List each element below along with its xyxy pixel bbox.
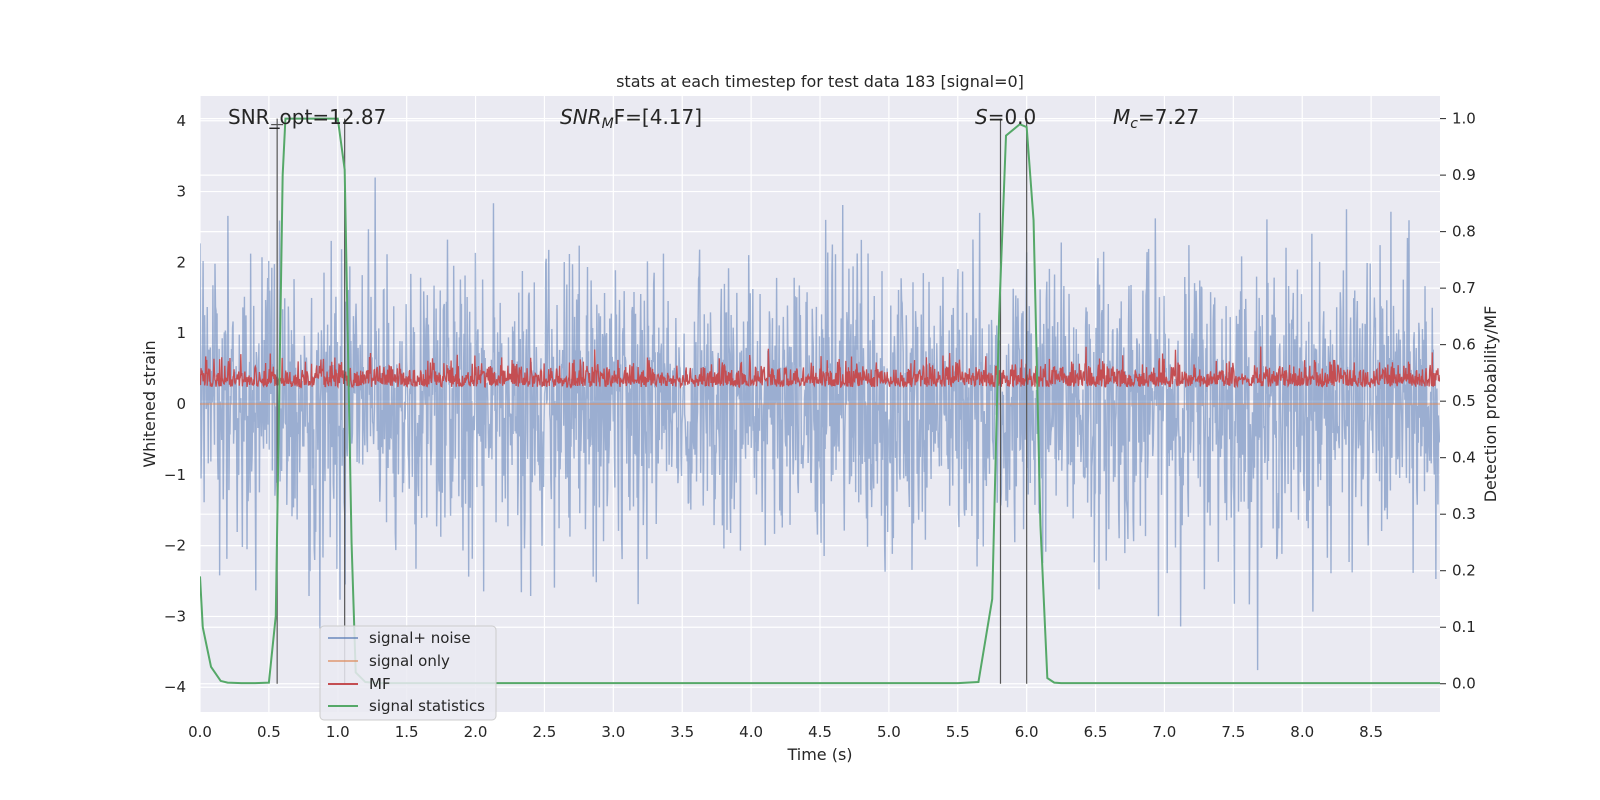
y-tick-label-left: 0	[176, 395, 186, 413]
y-tick-label-left: −4	[164, 678, 186, 696]
y-tick-label-right: 0.5	[1452, 392, 1476, 410]
y-tick-label-left: 4	[176, 112, 186, 130]
x-tick-label: 5.0	[877, 723, 901, 741]
y-tick-label-right: 0.2	[1452, 562, 1476, 580]
x-axis-label: Time (s)	[786, 745, 852, 764]
legend-label-signal-only: signal only	[369, 652, 450, 670]
x-tick-label: 1.0	[326, 723, 350, 741]
x-tick-label: 4.0	[739, 723, 763, 741]
y-tick-label-left: −1	[164, 466, 186, 484]
x-tick-label: 2.5	[533, 723, 557, 741]
annotation-mc: Mc=7.27	[1113, 105, 1199, 132]
y-axis-label-left: Whitened strain	[140, 340, 159, 467]
y-tick-labels-left: −4 −3 −2 −1 0 1 2 3 4	[164, 112, 186, 696]
y-tick-label-left: 3	[176, 183, 186, 201]
y-tick-label-right: 0.4	[1452, 449, 1476, 467]
series-mf	[200, 346, 1440, 389]
y-tick-label-right: 0.7	[1452, 279, 1476, 297]
x-tick-label: 6.0	[1015, 723, 1039, 741]
legend-box	[319, 625, 497, 721]
x-tick-label: 5.5	[946, 723, 970, 741]
x-tick-labels: 0.0 0.5 1.0 1.5 2.0 2.5 3.0 3.5 4.0 4.5 5.0 5.5 6.0 6…	[188, 723, 1383, 741]
legend-label-mf: MF	[369, 675, 391, 693]
annotation-s: S=0.0	[975, 105, 1036, 129]
y-tick-label-left: −2	[164, 537, 186, 555]
y-tick-label-right: 0.9	[1452, 166, 1476, 184]
y-tick-label-left: −3	[164, 607, 186, 625]
annotation-snr-opt: SNR_opt=12.87	[228, 105, 386, 129]
y-tick-label-right: 0.1	[1452, 618, 1476, 636]
chart-title: stats at each timestep for test data 183…	[616, 72, 1024, 91]
x-tick-label: 8.0	[1290, 723, 1314, 741]
series-signal-noise	[200, 177, 1440, 671]
y-tick-label-left: 1	[176, 324, 186, 342]
x-tick-label: 7.5	[1221, 723, 1245, 741]
x-tick-label: 6.5	[1084, 723, 1108, 741]
x-tick-label: 3.5	[670, 723, 694, 741]
y-tick-labels-right: 0.0 0.1 0.2 0.3 0.4 0.5 0.6 0.7 0.8 0.9 1.0	[1440, 110, 1476, 693]
y-tick-label-right: 1.0	[1452, 110, 1476, 128]
x-tick-label: 4.5	[808, 723, 832, 741]
x-tick-label: 0.5	[257, 723, 281, 741]
legend-label-signal-statistics: signal statistics	[369, 697, 485, 715]
y-axis-label-right: Detection probability/MF	[1481, 306, 1500, 503]
x-tick-label: 3.0	[601, 723, 625, 741]
x-tick-label: 8.5	[1359, 723, 1383, 741]
y-tick-label-right: 0.6	[1452, 336, 1476, 354]
annotation-snr-mf: SNRMF=[4.17]	[560, 105, 702, 132]
y-tick-label-left: 2	[176, 253, 186, 271]
legend: signal+ noise signal only MF signal stat…	[319, 625, 497, 721]
x-tick-label: 7.0	[1153, 723, 1177, 741]
x-tick-label: 0.0	[188, 723, 212, 741]
x-tick-label: 1.5	[395, 723, 419, 741]
x-tick-label: 2.0	[464, 723, 488, 741]
legend-label-signal-noise: signal+ noise	[369, 629, 471, 647]
y-tick-label-right: 0.0	[1452, 675, 1476, 693]
y-tick-label-right: 0.8	[1452, 223, 1476, 241]
y-tick-label-right: 0.3	[1452, 505, 1476, 523]
